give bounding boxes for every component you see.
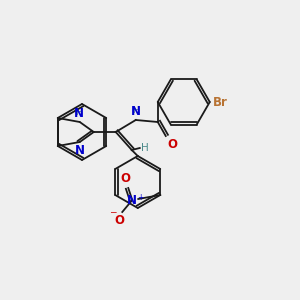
Text: Br: Br — [213, 95, 228, 109]
Text: +: + — [137, 194, 144, 202]
Text: O: O — [114, 214, 124, 227]
Text: −: − — [109, 208, 116, 217]
Text: N: N — [75, 144, 85, 157]
Text: O: O — [120, 172, 130, 185]
Text: N: N — [127, 194, 137, 206]
Text: N: N — [74, 107, 84, 120]
Text: H: H — [75, 108, 82, 117]
Text: H: H — [141, 143, 148, 153]
Text: H: H — [132, 106, 139, 115]
Text: O: O — [168, 138, 178, 151]
Text: N: N — [131, 105, 141, 118]
